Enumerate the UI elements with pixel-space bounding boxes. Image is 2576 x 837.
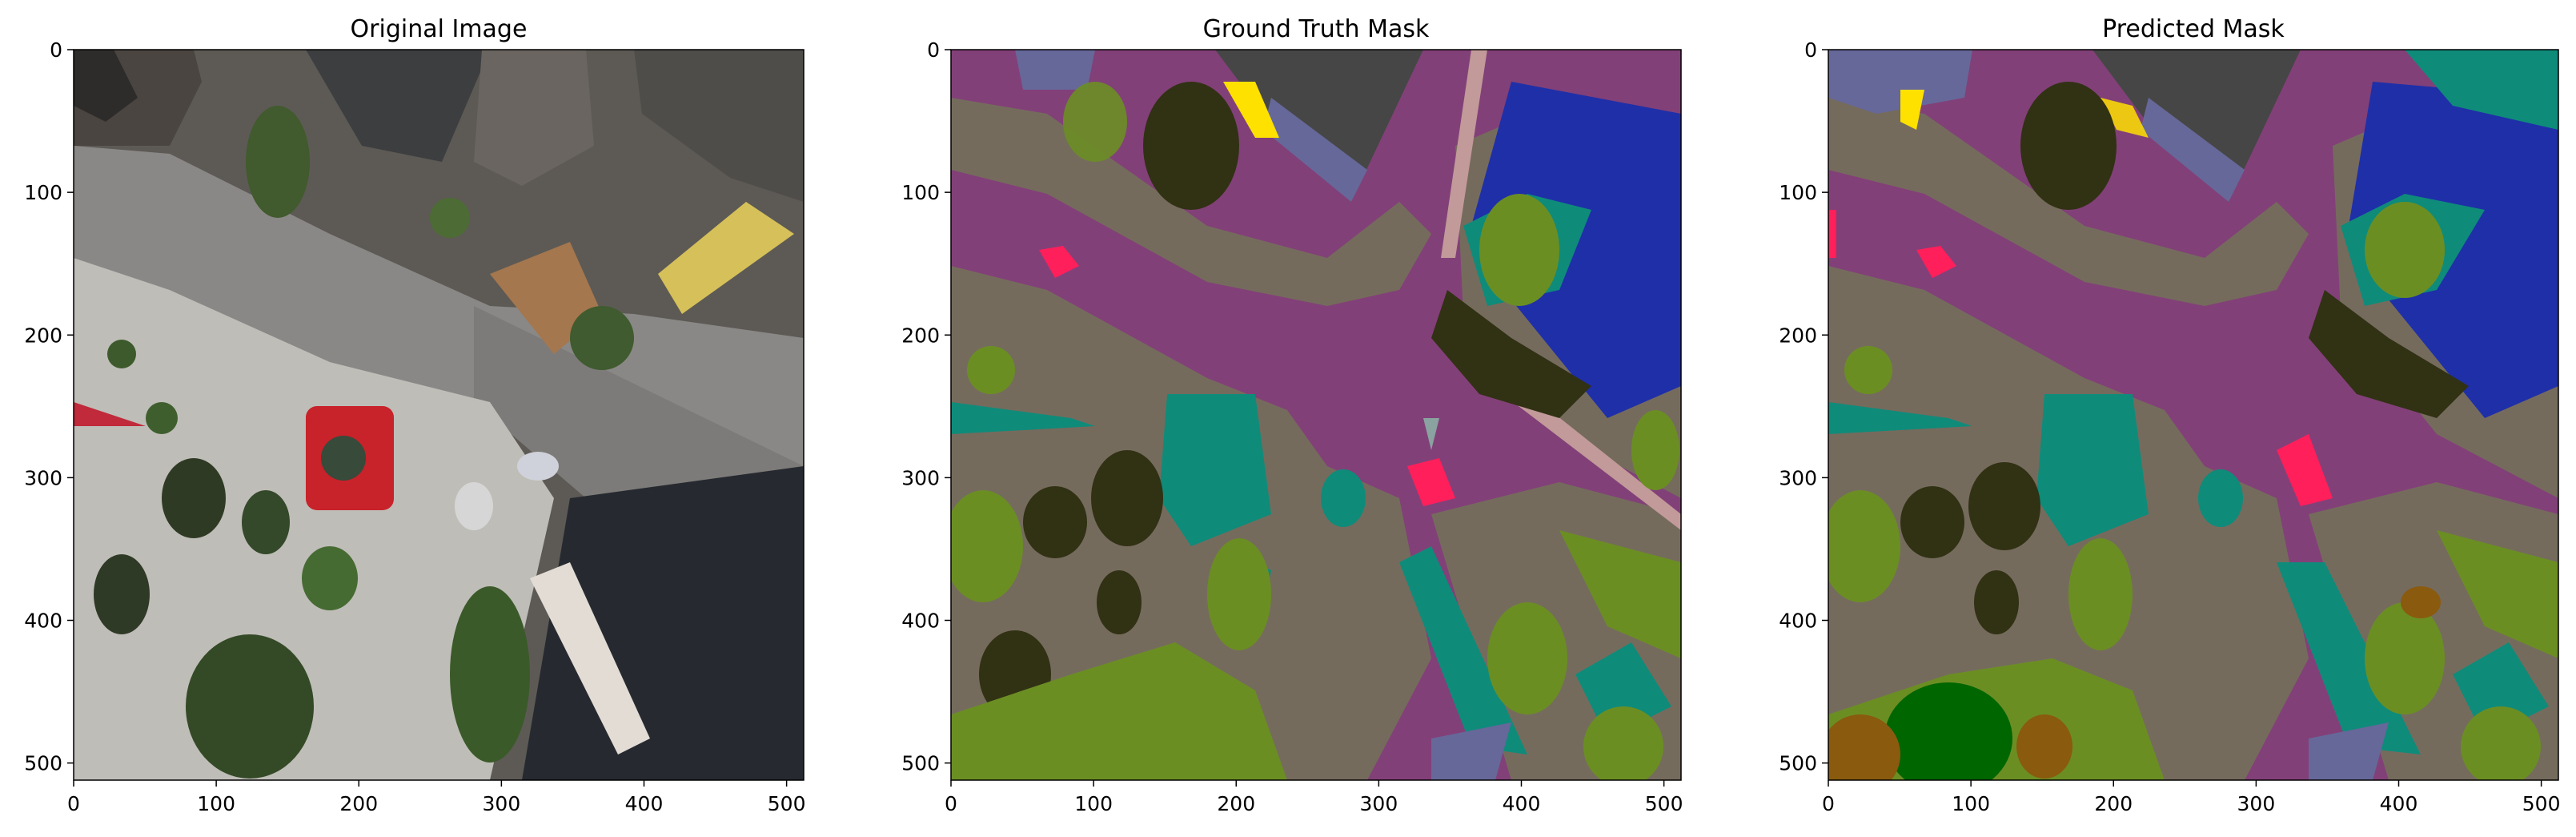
- x-tick-label: 300: [483, 792, 521, 815]
- x-tick-label: 0: [1822, 792, 1835, 815]
- axes-frame: [73, 49, 804, 781]
- x-tick-label: 500: [2522, 792, 2561, 815]
- y-tick-label: 300: [24, 466, 62, 489]
- y-tick-label: 200: [24, 324, 62, 347]
- y-tick-label: 400: [901, 610, 940, 633]
- x-tick-label: 500: [768, 792, 806, 815]
- x-tick-label: 100: [1952, 792, 1990, 815]
- x-tick-label: 500: [1645, 792, 1683, 815]
- axes-frame: [950, 49, 1682, 781]
- x-tick-label: 400: [625, 792, 664, 815]
- x-tick-label: 0: [945, 792, 957, 815]
- x-axis: 0 100 200 300 400 500: [945, 780, 1683, 815]
- y-tick-label: 200: [901, 324, 940, 347]
- x-tick-label: 400: [1503, 792, 1541, 815]
- y-tick-label: 500: [24, 752, 62, 775]
- y-axis: 0 100 200 300 400 500: [24, 38, 74, 775]
- axes-frame: [1828, 49, 2559, 781]
- x-tick-label: 400: [2380, 792, 2418, 815]
- x-tick-label: 100: [1074, 792, 1113, 815]
- y-tick-label: 100: [901, 181, 940, 204]
- x-axis: 0 100 200 300 400 500: [1822, 780, 2560, 815]
- y-tick-label: 500: [901, 752, 940, 775]
- y-tick-label: 0: [1804, 38, 1817, 62]
- panel-title: Original Image: [351, 15, 528, 43]
- panel-predicted: Predicted Mask: [1779, 15, 2560, 815]
- x-tick-label: 300: [1360, 792, 1398, 815]
- panel-ground-truth: Ground Truth Mask: [901, 15, 1683, 815]
- y-tick-label: 200: [1779, 324, 1817, 347]
- x-tick-label: 200: [2094, 792, 2133, 815]
- x-tick-label: 0: [67, 792, 80, 815]
- y-tick-label: 300: [901, 466, 940, 489]
- y-tick-label: 500: [1779, 752, 1817, 775]
- y-axis: 0 100 200 300 400 500: [901, 38, 951, 775]
- y-tick-label: 0: [50, 38, 62, 62]
- panel-original: Original Image: [24, 15, 805, 815]
- y-tick-label: 0: [927, 38, 940, 62]
- panel-title: Ground Truth Mask: [1203, 15, 1430, 43]
- y-tick-label: 100: [24, 181, 62, 204]
- x-tick-label: 200: [339, 792, 378, 815]
- y-tick-label: 400: [1779, 610, 1817, 633]
- x-tick-label: 100: [197, 792, 235, 815]
- y-tick-label: 100: [1779, 181, 1817, 204]
- y-axis: 0 100 200 300 400 500: [1779, 38, 1828, 775]
- y-tick-label: 300: [1779, 466, 1817, 489]
- ground-truth-mask: [951, 50, 1681, 780]
- x-tick-label: 200: [1217, 792, 1255, 815]
- y-tick-label: 400: [24, 610, 62, 633]
- original-image: [74, 50, 804, 780]
- panel-title: Predicted Mask: [2102, 15, 2285, 43]
- predicted-mask: [1828, 50, 2558, 780]
- x-tick-label: 300: [2237, 792, 2276, 815]
- x-axis: 0 100 200 300 400 500: [67, 780, 805, 815]
